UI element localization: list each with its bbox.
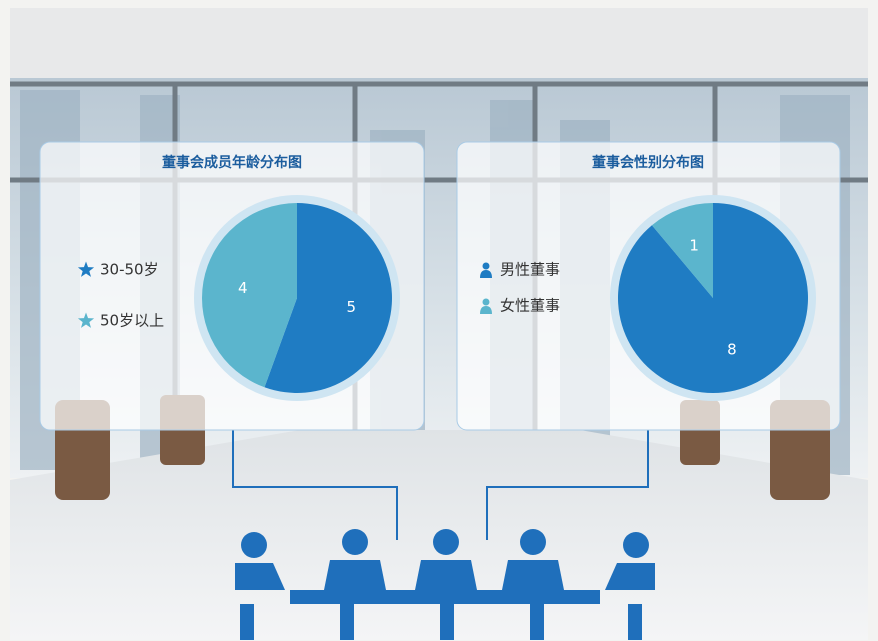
pie-slice xyxy=(264,203,392,393)
value-label: 1 xyxy=(689,237,699,255)
chart-title: 董事会性别分布图 xyxy=(592,154,704,171)
legend-marker xyxy=(77,312,95,328)
pie-slice xyxy=(201,203,297,388)
value-label: 4 xyxy=(238,279,248,297)
people-icon xyxy=(235,529,655,640)
chart-title: 董事会成员年龄分布图 xyxy=(162,154,302,171)
value-label: 8 xyxy=(727,340,737,358)
legend-marker xyxy=(480,306,492,314)
connectors xyxy=(232,430,649,540)
legend-label: 50岁以上 xyxy=(100,312,164,330)
legend-marker xyxy=(482,262,490,270)
legend-marker xyxy=(480,270,492,278)
legend-marker xyxy=(482,298,490,306)
ceiling xyxy=(10,8,868,78)
legend-label: 女性董事 xyxy=(500,297,560,315)
legend-label: 男性董事 xyxy=(500,261,560,279)
value-label: 5 xyxy=(346,298,356,316)
pie-slice xyxy=(651,203,713,298)
legend-label: 30-50岁 xyxy=(100,261,159,279)
legend-marker xyxy=(77,261,95,277)
